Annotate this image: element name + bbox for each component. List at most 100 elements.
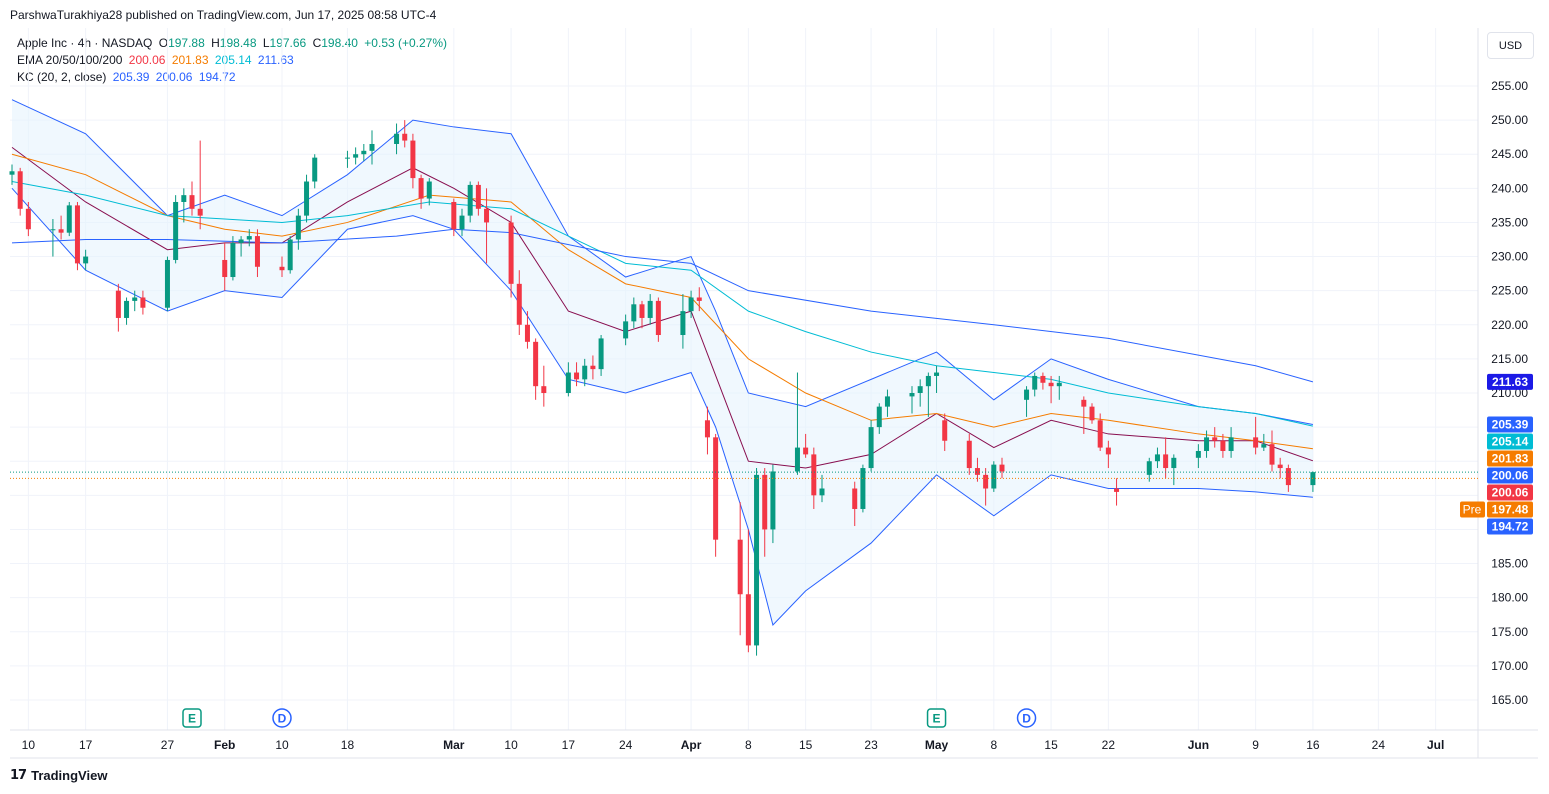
candle-body xyxy=(279,266,285,271)
candle-body xyxy=(917,386,923,393)
candle-body xyxy=(426,181,432,199)
keltner-channel-fill xyxy=(12,99,1313,625)
candle-body xyxy=(925,375,931,387)
dividend-marker-icon[interactable] xyxy=(1016,708,1037,728)
candle-body xyxy=(246,236,252,240)
x-tick-label: 18 xyxy=(341,738,355,752)
candle-body xyxy=(696,297,702,301)
candle-body xyxy=(508,222,514,284)
x-tick-label: 15 xyxy=(799,738,813,752)
currency-button[interactable]: USD xyxy=(1487,32,1534,59)
premarket-badge xyxy=(1460,501,1485,518)
candle-body xyxy=(1253,437,1259,448)
candle-body xyxy=(25,208,31,230)
x-tick-label: 24 xyxy=(1372,738,1386,752)
candle-body xyxy=(1105,447,1111,455)
candle-body xyxy=(58,229,64,233)
candle-body xyxy=(189,195,195,209)
candle-body xyxy=(819,488,825,496)
y-tick-label: 240.00 xyxy=(1491,181,1528,195)
candle-body xyxy=(230,242,236,278)
earnings-marker-icon[interactable] xyxy=(182,708,202,728)
premarket-badge-label: Pre xyxy=(1463,502,1482,516)
low-label: L xyxy=(262,36,270,50)
line-ema-200 xyxy=(11,228,1314,383)
y-tick-label: 245.00 xyxy=(1491,147,1528,161)
chart-legend: Apple Inc · 4h · NASDAQ O197.88 H198.48 … xyxy=(17,35,450,86)
price-tag-label: 211.63 xyxy=(1492,375,1528,389)
candle-body xyxy=(17,171,23,209)
ema-label: EMA 20/50/100/200 xyxy=(17,53,123,67)
candle-body xyxy=(1040,375,1046,383)
price-tag-label: 205.14 xyxy=(1492,434,1529,448)
candle-body xyxy=(254,236,260,267)
open-value: 197.88 xyxy=(168,36,205,50)
candle-body xyxy=(688,297,694,312)
candle-body xyxy=(181,195,187,202)
candle-body xyxy=(1269,444,1275,465)
candle-body xyxy=(74,205,80,264)
candle-body xyxy=(754,474,760,646)
ema100-value: 205.14 xyxy=(214,53,252,67)
candle-body xyxy=(803,447,809,455)
price-tag-label: 201.83 xyxy=(1492,451,1529,465)
ema20-value: 200.06 xyxy=(128,53,166,67)
line-ema-100 xyxy=(11,181,1314,427)
candle-body xyxy=(934,372,940,376)
dividend-marker-label: D xyxy=(1022,712,1031,726)
candle-body xyxy=(647,300,653,318)
candle-body xyxy=(1032,375,1038,390)
candle-body xyxy=(852,488,858,509)
candle-body xyxy=(574,372,580,380)
price-tag xyxy=(1487,416,1533,433)
candle-body xyxy=(876,406,882,428)
y-tick-label: 180.00 xyxy=(1491,591,1528,605)
x-tick-label: 10 xyxy=(275,738,289,752)
x-tick-label: Jul xyxy=(1427,738,1444,752)
price-tag xyxy=(1487,450,1533,467)
earnings-marker-icon[interactable] xyxy=(926,708,947,728)
candle-body xyxy=(680,311,686,336)
x-tick-label: 8 xyxy=(990,738,997,752)
candle-body xyxy=(361,150,367,155)
candle-body xyxy=(704,420,710,438)
candle-body xyxy=(524,324,530,342)
candle-body xyxy=(598,338,604,370)
candle-body xyxy=(590,365,596,370)
price-tag xyxy=(1487,484,1533,501)
price-tag-label: 194.72 xyxy=(1492,519,1529,533)
x-tick-label: 9 xyxy=(1252,738,1259,752)
close-value: 198.40 xyxy=(321,36,358,50)
price-tag-label: 197.48 xyxy=(1492,502,1529,516)
y-tick-label: 230.00 xyxy=(1491,250,1528,264)
price-tag xyxy=(1487,467,1533,484)
candle-body xyxy=(83,256,89,264)
x-tick-label: 17 xyxy=(79,738,93,752)
candle-body xyxy=(655,300,661,336)
candle-body xyxy=(1212,437,1218,441)
dividend-marker-icon[interactable] xyxy=(272,708,292,728)
candle-body xyxy=(1171,457,1177,469)
candle-body xyxy=(353,154,359,158)
tradingview-logo: 17 xyxy=(10,768,27,783)
candle-body xyxy=(1195,450,1201,458)
y-tick-label: 170.00 xyxy=(1491,659,1528,673)
price-tag-label: 205.39 xyxy=(1492,417,1529,431)
candle-body xyxy=(402,133,408,141)
x-tick-label: 15 xyxy=(1044,738,1058,752)
earnings-marker-label: E xyxy=(933,712,941,726)
candle-body xyxy=(410,140,416,179)
low-value: 197.66 xyxy=(269,36,307,50)
candle-body xyxy=(631,304,637,322)
candle-body xyxy=(197,208,203,216)
kc-lower-value: 194.72 xyxy=(198,70,236,84)
candle-body xyxy=(132,297,138,301)
candle-body xyxy=(1204,437,1210,451)
candle-body xyxy=(124,300,130,318)
price-tag-label: 200.06 xyxy=(1492,485,1529,499)
candle-body xyxy=(140,297,146,308)
candle-body xyxy=(966,440,972,469)
candle-body xyxy=(516,283,522,325)
publisher-line: ParshwaTurakhiya28 published on TradingV… xyxy=(10,8,437,22)
